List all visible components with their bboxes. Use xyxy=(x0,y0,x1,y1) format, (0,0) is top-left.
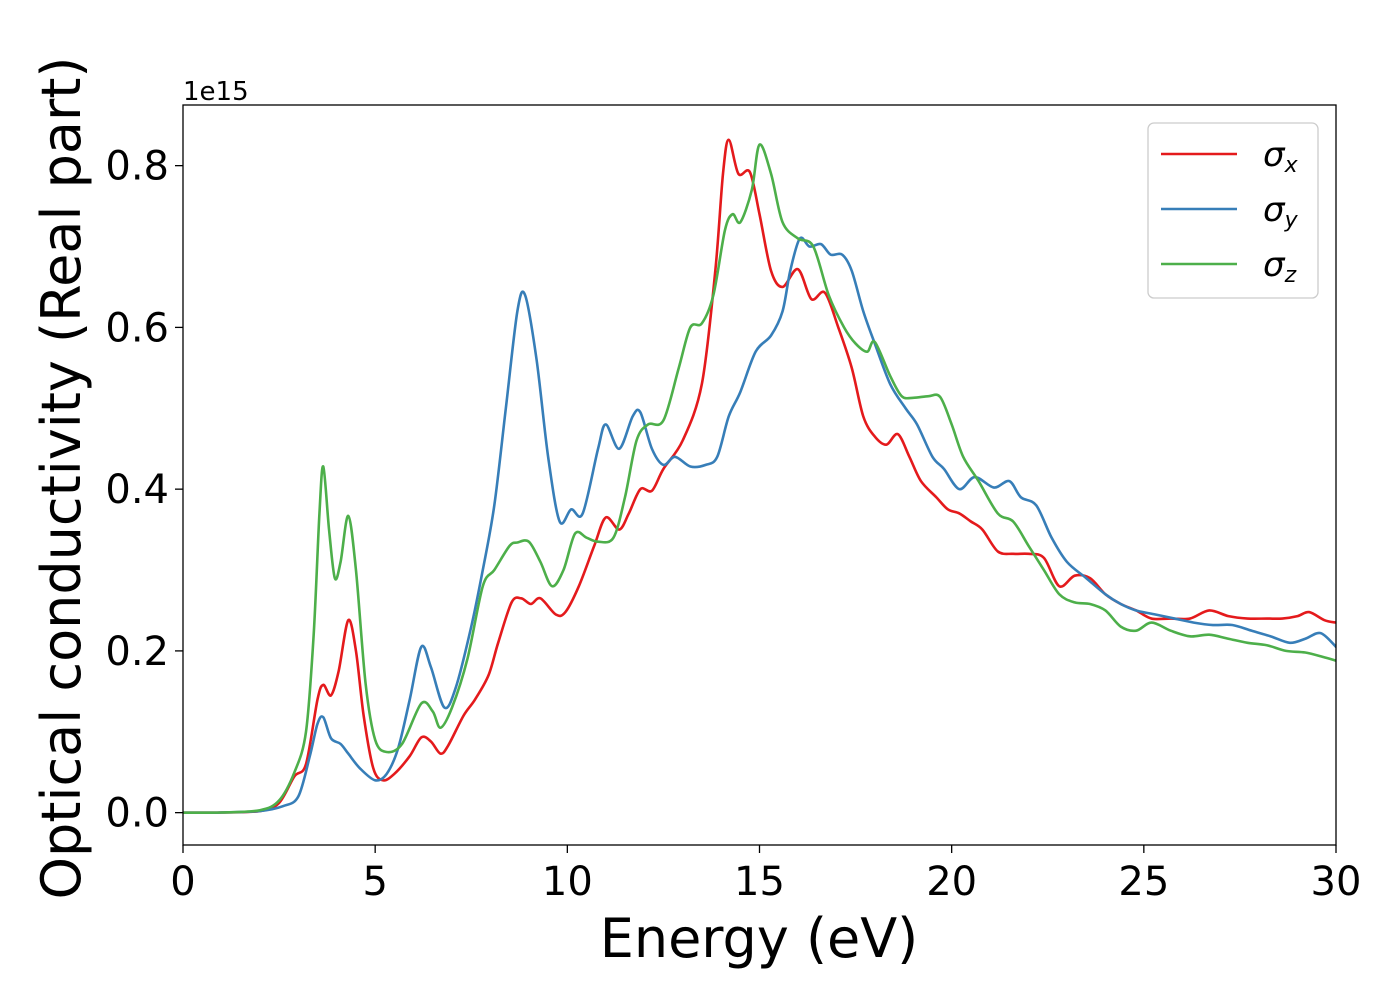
x-tick-label: 15 xyxy=(734,859,785,905)
legend: σx σy σz xyxy=(1147,122,1319,299)
y-tick-label: 0.0 xyxy=(105,791,169,837)
y-tick-label: 0.6 xyxy=(105,305,169,351)
x-tick-label: 5 xyxy=(362,859,387,905)
x-tick-label: 30 xyxy=(1311,859,1362,905)
y-tick-label: 0.8 xyxy=(105,144,169,190)
series-layer xyxy=(183,138,1336,815)
legend-box xyxy=(1147,122,1319,299)
legend-label-x: σx xyxy=(1263,135,1299,178)
x-tick-label: 0 xyxy=(170,859,195,905)
x-tick-label: 20 xyxy=(926,859,977,905)
legend-label-y: σy xyxy=(1263,190,1299,233)
x-axis-title: Energy (eV) xyxy=(600,907,919,970)
series-line-z xyxy=(183,143,1336,815)
series-line-x xyxy=(183,138,1336,814)
legend-label-z: σz xyxy=(1263,245,1297,288)
x-tick-label: 10 xyxy=(542,859,593,905)
y-tick-label: 0.2 xyxy=(105,629,169,675)
y-axis-title: Optical conductivity (Real part) xyxy=(30,57,93,900)
y-offset-label: 1e15 xyxy=(183,77,249,107)
x-tick-label: 25 xyxy=(1118,859,1169,905)
y-axis: 0.0 0.2 0.4 0.6 0.8 xyxy=(105,144,183,837)
y-tick-label: 0.4 xyxy=(105,467,169,513)
x-axis: 0 5 10 15 20 25 30 xyxy=(170,845,1361,905)
